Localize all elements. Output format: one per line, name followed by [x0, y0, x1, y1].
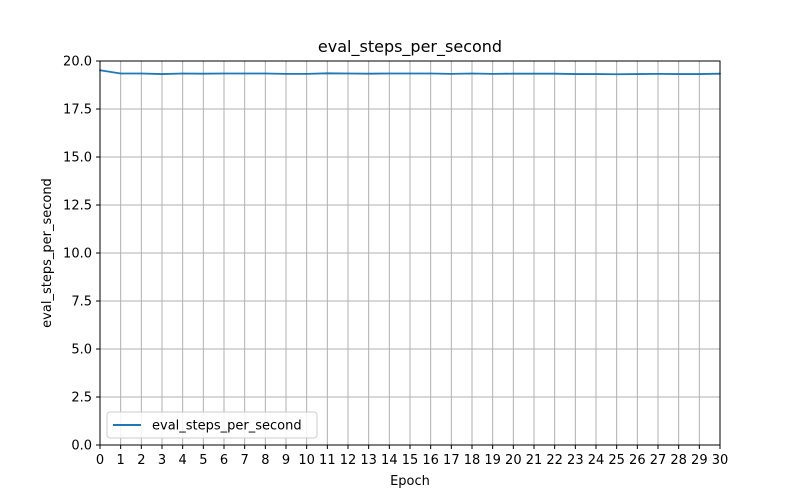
x-tick-label: 17	[443, 453, 460, 468]
data-point	[574, 73, 577, 75]
x-tick-label: 22	[546, 453, 563, 468]
x-tick-label: 20	[505, 453, 522, 468]
x-tick-label: 1	[117, 453, 125, 468]
y-axis-ticks: 0.0 2.5 5.0 7.5 10.0 12.5 15.0 17.5 20.0	[63, 55, 100, 454]
y-tick-label: 15.0	[63, 151, 92, 166]
data-point	[512, 72, 515, 75]
data-point	[553, 72, 556, 75]
legend-box	[106, 411, 318, 439]
data-point	[450, 72, 453, 75]
data-point	[388, 72, 391, 75]
x-tick-label: 11	[319, 453, 336, 468]
data-point	[471, 72, 473, 75]
x-tick-label: 29	[691, 453, 708, 468]
y-tick-label: 10.0	[63, 247, 92, 262]
data-point	[223, 72, 225, 75]
x-tick-label: 6	[220, 453, 228, 468]
data-point	[615, 73, 618, 76]
data-point	[367, 72, 370, 75]
data-point	[657, 72, 659, 75]
x-tick-label: 21	[526, 453, 543, 468]
x-tick-label: 23	[567, 453, 584, 468]
x-tick-label: 2	[137, 453, 145, 468]
x-tick-label: 13	[360, 453, 377, 468]
y-tick-label: 7.5	[71, 295, 92, 310]
data-point	[264, 72, 267, 75]
data-point	[326, 72, 329, 75]
x-tick-label: 3	[158, 453, 166, 468]
legend-label-eval-steps-per-second: eval_steps_per_second	[152, 419, 302, 434]
x-tick-label: 14	[381, 453, 398, 468]
x-tick-label: 19	[484, 453, 501, 468]
y-tick-label: 2.5	[71, 391, 92, 406]
x-tick-label: 27	[650, 453, 667, 468]
chart-title: eval_steps_per_second	[318, 37, 502, 57]
data-point	[305, 72, 308, 75]
x-tick-label: 7	[241, 453, 249, 468]
data-point	[119, 72, 122, 75]
x-axis-ticks: 0 1 2 3 4 5 6 7 8 9 10 11 12 13 14 15 16 17 18 19 20 21 22 23 24…	[96, 445, 728, 468]
y-tick-label: 20.0	[63, 55, 92, 70]
data-point	[285, 72, 287, 75]
x-tick-label: 30	[712, 453, 729, 468]
data-point	[533, 72, 535, 75]
x-tick-label: 10	[298, 453, 315, 468]
data-point	[491, 72, 494, 75]
y-tick-label: 12.5	[63, 199, 92, 214]
y-tick-label: 17.5	[63, 103, 92, 118]
data-point	[429, 72, 432, 75]
x-tick-label: 0	[96, 453, 104, 468]
x-tick-label: 9	[282, 453, 290, 468]
data-point	[347, 72, 349, 75]
x-tick-label: 24	[588, 453, 605, 468]
y-axis-label: eval_steps_per_second	[40, 178, 55, 328]
x-tick-label: 12	[340, 453, 357, 468]
grid	[99, 60, 721, 446]
x-tick-label: 25	[608, 453, 625, 468]
x-tick-label: 28	[670, 453, 687, 468]
x-tick-label: 16	[422, 453, 439, 468]
x-tick-label: 8	[261, 453, 269, 468]
data-point	[202, 72, 205, 75]
data-point	[243, 72, 246, 75]
x-axis-label: Epoch	[390, 474, 430, 489]
x-tick-label: 5	[199, 453, 207, 468]
legend: eval_steps_per_second	[106, 411, 318, 439]
data-point	[409, 72, 411, 75]
x-tick-label: 18	[464, 453, 481, 468]
data-point	[677, 73, 680, 75]
data-point	[181, 72, 184, 75]
x-tick-label: 26	[629, 453, 646, 468]
data-point	[698, 73, 701, 75]
data-point	[636, 73, 639, 75]
x-tick-label: 4	[179, 453, 187, 468]
data-point	[140, 72, 143, 75]
data-point	[161, 73, 163, 75]
x-tick-label: 15	[402, 453, 419, 468]
y-tick-label: 0.0	[71, 439, 92, 454]
data-point	[595, 73, 597, 75]
y-tick-label: 5.0	[71, 343, 92, 358]
